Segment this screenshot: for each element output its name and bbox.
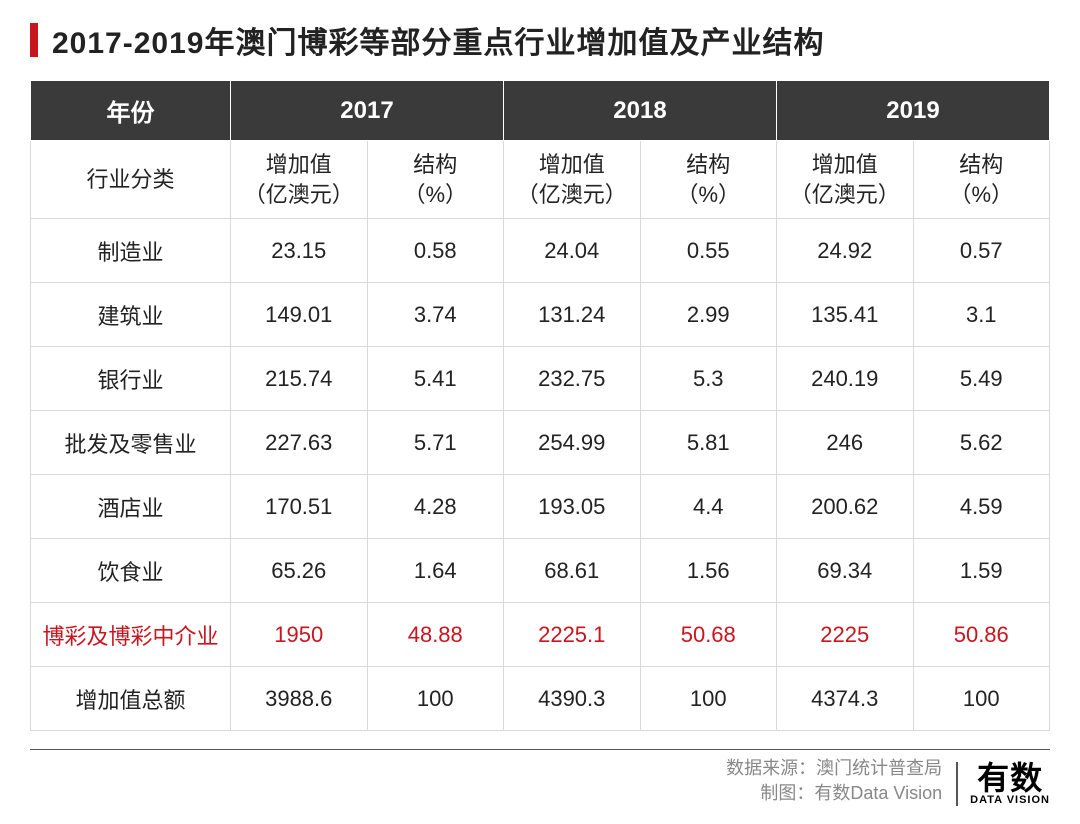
row-cell: 5.49 [913,347,1050,411]
header-year-label: 年份 [31,81,231,141]
row-cell: 215.74 [231,347,368,411]
row-cell: 65.26 [231,539,368,603]
row-category: 批发及零售业 [31,411,231,475]
row-cell: 100 [640,667,777,731]
row-cell: 227.63 [231,411,368,475]
row-cell: 69.34 [777,539,914,603]
row-cell: 48.88 [367,603,504,667]
table-row: 银行业215.745.41232.755.3240.195.49 [31,347,1050,411]
table-header-sub: 行业分类 增加值（亿澳元） 结构（%） 增加值（亿澳元） 结构（%） 增加值（亿… [31,141,1050,219]
table-row: 建筑业149.013.74131.242.99135.413.1 [31,283,1050,347]
row-cell: 5.62 [913,411,1050,475]
footer: 数据来源：澳门统计普查局 制图：有数Data Vision 有数 DATA VI… [30,749,1050,806]
table-row: 饮食业65.261.6468.611.5669.341.59 [31,539,1050,603]
table-row: 制造业23.150.5824.040.5524.920.57 [31,219,1050,283]
row-cell: 4374.3 [777,667,914,731]
logo-main: 有数 [977,762,1043,794]
row-cell: 4.59 [913,475,1050,539]
row-cell: 135.41 [777,283,914,347]
row-cell: 2225 [777,603,914,667]
row-cell: 2225.1 [504,603,641,667]
page-title: 2017-2019年澳门博彩等部分重点行业增加值及产业结构 [52,18,824,62]
row-cell: 1950 [231,603,368,667]
table-body: 制造业23.150.5824.040.5524.920.57建筑业149.013… [31,219,1050,731]
row-category: 饮食业 [31,539,231,603]
row-cell: 5.41 [367,347,504,411]
row-cell: 149.01 [231,283,368,347]
row-cell: 50.86 [913,603,1050,667]
title-accent [30,23,38,57]
header-year-2019: 2019 [777,81,1050,141]
header-value-2018: 增加值（亿澳元） [504,141,641,219]
row-cell: 1.59 [913,539,1050,603]
header-pct-2017: 结构（%） [367,141,504,219]
row-cell: 5.71 [367,411,504,475]
footer-credit: 制图：有数Data Vision [726,781,942,806]
row-cell: 4.4 [640,475,777,539]
row-category: 酒店业 [31,475,231,539]
row-cell: 3.1 [913,283,1050,347]
row-cell: 50.68 [640,603,777,667]
row-cell: 3988.6 [231,667,368,731]
row-cell: 4390.3 [504,667,641,731]
row-cell: 2.99 [640,283,777,347]
row-category: 增加值总额 [31,667,231,731]
table-row: 博彩及博彩中介业195048.882225.150.68222550.86 [31,603,1050,667]
industry-table: 年份 2017 2018 2019 行业分类 增加值（亿澳元） 结构（%） 增加… [30,80,1050,731]
row-cell: 232.75 [504,347,641,411]
row-category: 制造业 [31,219,231,283]
header-category-label: 行业分类 [31,141,231,219]
header-year-2017: 2017 [231,81,504,141]
row-cell: 0.55 [640,219,777,283]
row-cell: 23.15 [231,219,368,283]
row-cell: 193.05 [504,475,641,539]
table-row: 增加值总额3988.61004390.31004374.3100 [31,667,1050,731]
row-cell: 1.56 [640,539,777,603]
row-cell: 68.61 [504,539,641,603]
table-row: 批发及零售业227.635.71254.995.812465.62 [31,411,1050,475]
row-cell: 240.19 [777,347,914,411]
row-category: 银行业 [31,347,231,411]
header-year-2018: 2018 [504,81,777,141]
row-cell: 100 [367,667,504,731]
row-category: 博彩及博彩中介业 [31,603,231,667]
row-category: 建筑业 [31,283,231,347]
footer-source: 数据来源：澳门统计普查局 [726,756,942,781]
logo-sub: DATA VISION [970,794,1050,806]
row-cell: 5.81 [640,411,777,475]
row-cell: 254.99 [504,411,641,475]
row-cell: 100 [913,667,1050,731]
footer-text: 数据来源：澳门统计普查局 制图：有数Data Vision [726,756,942,806]
row-cell: 5.3 [640,347,777,411]
header-pct-2019: 结构（%） [913,141,1050,219]
title-bar: 2017-2019年澳门博彩等部分重点行业增加值及产业结构 [30,18,1050,62]
header-pct-2018: 结构（%） [640,141,777,219]
row-cell: 200.62 [777,475,914,539]
row-cell: 3.74 [367,283,504,347]
row-cell: 1.64 [367,539,504,603]
row-cell: 24.92 [777,219,914,283]
row-cell: 24.04 [504,219,641,283]
row-cell: 4.28 [367,475,504,539]
table-row: 酒店业170.514.28193.054.4200.624.59 [31,475,1050,539]
table-header-years: 年份 2017 2018 2019 [31,81,1050,141]
row-cell: 170.51 [231,475,368,539]
row-cell: 0.57 [913,219,1050,283]
row-cell: 246 [777,411,914,475]
row-cell: 131.24 [504,283,641,347]
header-value-2017: 增加值（亿澳元） [231,141,368,219]
brand-logo: 有数 DATA VISION [956,762,1050,806]
row-cell: 0.58 [367,219,504,283]
header-value-2019: 增加值（亿澳元） [777,141,914,219]
